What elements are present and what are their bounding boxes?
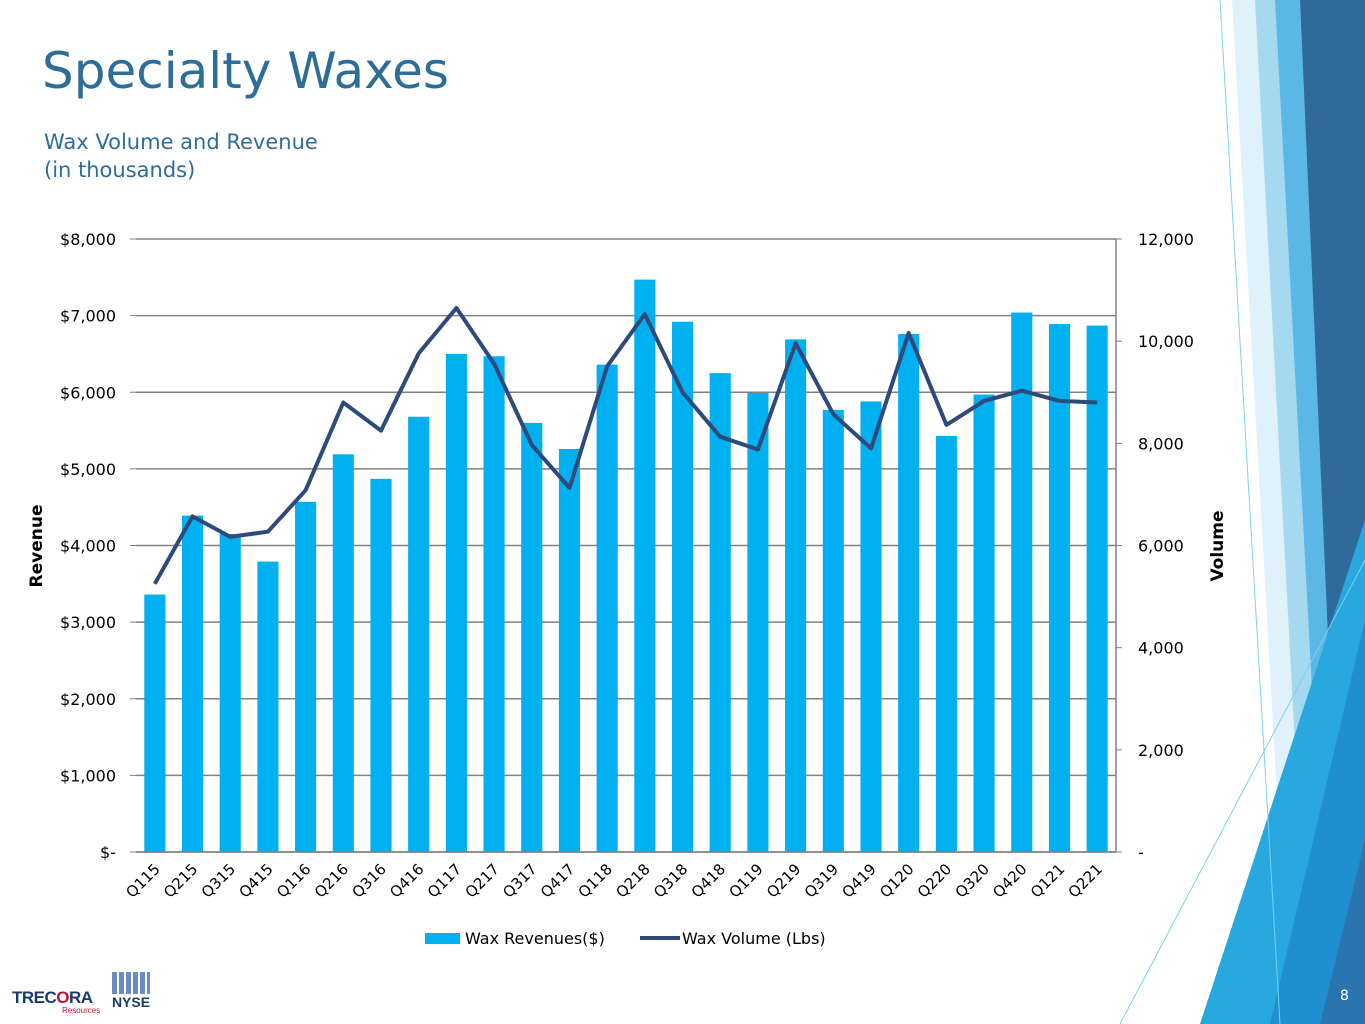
bar [935, 435, 957, 852]
bar [709, 373, 731, 852]
y-tick-label: $4,000 [60, 537, 116, 556]
x-tick-label: Q219 [763, 860, 804, 901]
bar [483, 356, 505, 852]
x-tick-label: Q419 [839, 860, 880, 901]
x-tick-label: Q215 [160, 860, 201, 901]
y-tick-label: $1,000 [60, 766, 116, 785]
y2-tick-label: - [1138, 843, 1144, 862]
y-tick-label: $- [100, 843, 116, 862]
bar [973, 394, 995, 852]
legend-bar-swatch [425, 933, 460, 944]
bar [181, 515, 204, 852]
bar [332, 454, 354, 852]
x-tick-label: Q315 [198, 860, 239, 901]
nyse-bars-icon [112, 972, 150, 994]
y-tick-label: $8,000 [60, 230, 116, 249]
x-tick-label: Q320 [952, 860, 993, 901]
x-tick-label: Q317 [499, 860, 540, 901]
y-tick-label: $3,000 [60, 613, 116, 632]
logo-name-post: RA [69, 988, 93, 1007]
y2-tick-label: 2,000 [1138, 741, 1184, 760]
x-tick-label: Q121 [1027, 860, 1068, 901]
y-tick-label: $2,000 [60, 690, 116, 709]
bar [634, 279, 656, 853]
bar [747, 393, 769, 852]
bar [445, 353, 467, 852]
bar [860, 401, 882, 852]
x-tick-label: Q221 [1065, 860, 1106, 901]
page-number: 8 [1340, 988, 1349, 1004]
x-tick-label: Q417 [537, 860, 578, 901]
bar [1048, 324, 1071, 853]
x-tick-label: Q418 [688, 860, 729, 901]
x-tick-label: Q117 [424, 860, 465, 901]
y2-tick-label: 6,000 [1138, 537, 1184, 556]
bar [596, 364, 618, 852]
x-tick-label: Q316 [349, 860, 390, 901]
x-tick-label: Q415 [235, 860, 276, 901]
x-tick-label: Q318 [650, 860, 691, 901]
y2-tick-label: 12,000 [1138, 230, 1194, 249]
y-tick-label: $6,000 [60, 383, 116, 402]
bar [370, 478, 392, 852]
bar [822, 409, 844, 852]
bar [898, 334, 920, 852]
y2-axis-title: Volume [1208, 510, 1228, 581]
legend-line-label: Wax Volume (Lbs) [682, 929, 826, 948]
y-axis-title: Revenue [27, 505, 47, 588]
bar [257, 561, 279, 852]
logo-name-o: O [56, 988, 70, 1007]
x-tick-label: Q119 [725, 860, 766, 901]
x-tick-label: Q217 [462, 860, 503, 901]
x-tick-label: Q416 [386, 860, 427, 901]
logo-subtext: Resources [62, 1006, 101, 1015]
y2-tick-label: 8,000 [1138, 434, 1184, 453]
x-tick-label: Q319 [801, 860, 842, 901]
bar [1086, 325, 1108, 852]
bar [144, 594, 166, 852]
x-tick-label: Q116 [273, 860, 314, 901]
bar [671, 321, 694, 852]
legend-bar-label: Wax Revenues($) [465, 929, 605, 948]
y-tick-label: $7,000 [60, 307, 116, 326]
trecora-logo: TRECORA Resources [12, 988, 100, 1015]
bar [219, 534, 241, 852]
bar [408, 416, 430, 852]
y-tick-label: $5,000 [60, 460, 116, 479]
x-tick-label: Q420 [989, 860, 1030, 901]
volume-series-line [153, 306, 1098, 585]
page-title: Specialty Waxes [42, 42, 449, 100]
logo-name-pre: TREC [12, 988, 57, 1007]
x-tick-label: Q115 [122, 860, 163, 901]
x-tick-label: Q218 [612, 860, 653, 901]
x-tick-label: Q216 [311, 860, 352, 901]
bar [521, 422, 543, 852]
nyse-logo: NYSE [110, 972, 152, 1012]
y2-tick-label: 10,000 [1138, 332, 1194, 351]
bar [558, 448, 581, 852]
x-tick-label: Q118 [575, 860, 616, 901]
chart-subtitle: Wax Volume and Revenue (in thousands) [44, 128, 318, 184]
bar [295, 501, 317, 852]
nyse-text: NYSE [111, 994, 151, 1010]
bar [1011, 312, 1033, 852]
y2-tick-label: 4,000 [1138, 639, 1184, 658]
x-tick-label: Q120 [876, 860, 917, 901]
bar [785, 339, 807, 852]
subtitle-line-1: Wax Volume and Revenue [44, 130, 318, 154]
x-tick-label: Q220 [914, 860, 955, 901]
subtitle-line-2: (in thousands) [44, 158, 196, 182]
